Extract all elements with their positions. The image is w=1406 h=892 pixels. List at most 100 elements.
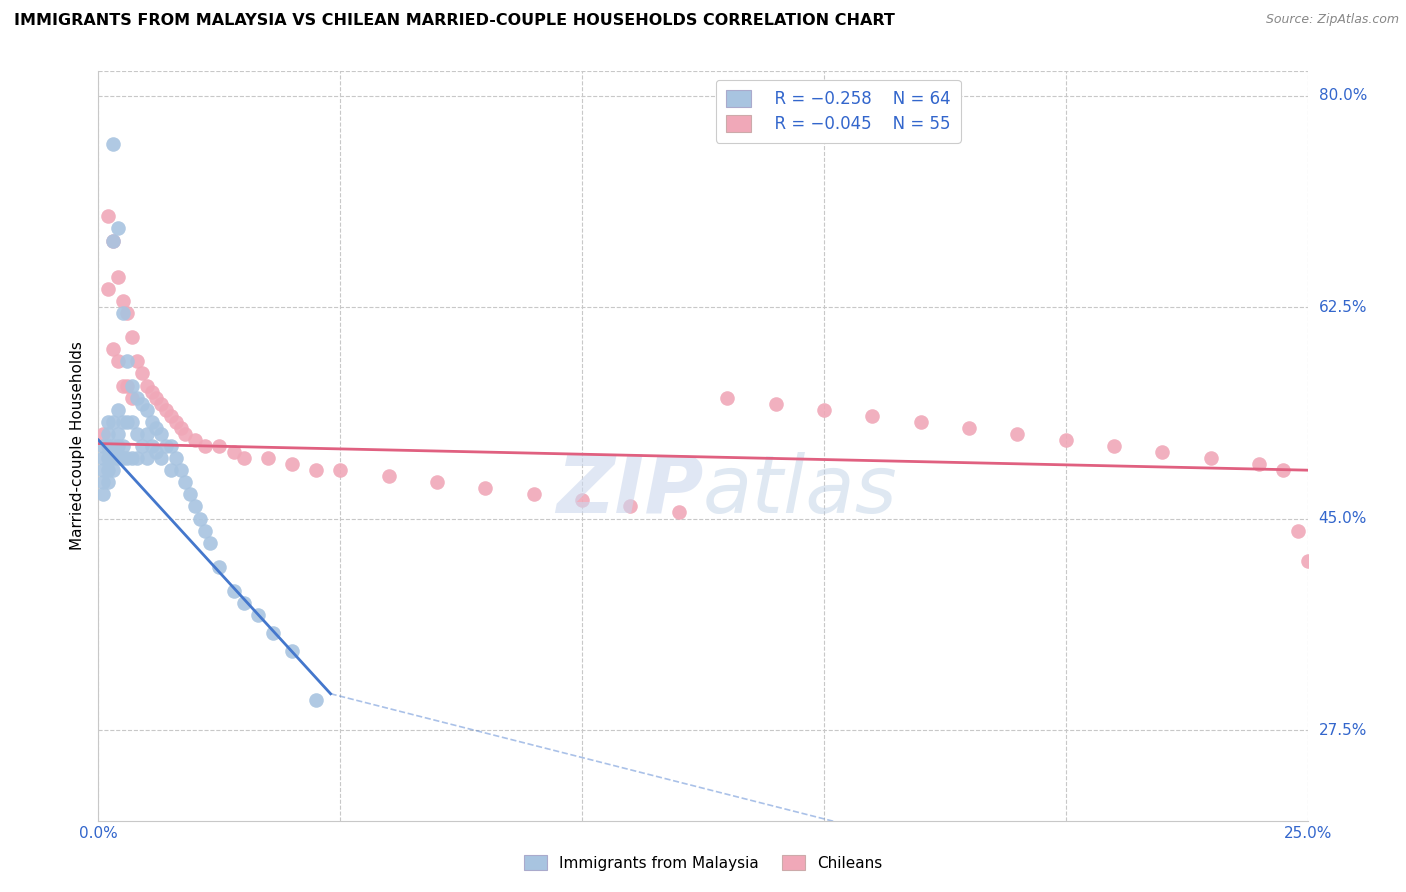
Point (184, 500, 207, 514)
Point (107, 439, 129, 453)
Point (97, 439, 120, 453)
Point (107, 426, 129, 441)
Point (160, 409, 183, 423)
Text: atlas: atlas (703, 452, 898, 530)
Point (121, 378, 143, 392)
Point (97, 282, 120, 296)
Point (97, 451, 120, 466)
Point (765, 397, 787, 411)
Point (127, 391, 149, 405)
Point (184, 433, 207, 447)
Point (127, 354, 149, 368)
Point (150, 451, 173, 466)
Point (1152, 445, 1174, 459)
Point (131, 439, 153, 453)
Point (1054, 433, 1077, 447)
Y-axis label: Married-couple Households: Married-couple Households (70, 342, 86, 550)
Point (169, 421, 191, 435)
Point (1007, 426, 1029, 441)
Point (101, 439, 124, 453)
Point (1286, 524, 1309, 538)
Point (474, 481, 496, 495)
Point (111, 293, 134, 308)
Point (377, 469, 399, 483)
Point (127, 451, 149, 466)
Point (1102, 439, 1125, 453)
Point (117, 306, 139, 320)
Point (281, 457, 304, 471)
Point (813, 402, 835, 417)
Point (208, 559, 231, 574)
Legend:   R = −0.258    N = 64,   R = −0.045    N = 55: R = −0.258 N = 64, R = −0.045 N = 55 (716, 79, 960, 143)
Point (97, 415, 120, 429)
Point (208, 439, 231, 453)
Point (101, 343, 124, 357)
Point (111, 306, 134, 320)
Point (107, 354, 129, 368)
Point (716, 391, 738, 405)
Point (150, 426, 173, 441)
Point (101, 136, 124, 151)
Point (91, 426, 114, 441)
Point (97, 210, 120, 224)
Point (305, 693, 328, 707)
Text: Source: ZipAtlas.com: Source: ZipAtlas.com (1265, 13, 1399, 27)
Point (91, 475, 114, 490)
Point (145, 421, 167, 435)
Point (150, 397, 173, 411)
Point (305, 463, 328, 477)
Point (232, 451, 254, 466)
Point (111, 378, 134, 392)
Point (91, 451, 114, 466)
Point (247, 608, 270, 623)
Point (141, 415, 163, 429)
Point (426, 475, 449, 490)
Point (101, 451, 124, 466)
Point (121, 415, 143, 429)
Point (91, 487, 114, 501)
Point (860, 409, 883, 423)
Point (188, 511, 211, 525)
Point (222, 584, 245, 599)
Point (101, 415, 124, 429)
Text: ZIP: ZIP (555, 452, 703, 530)
Point (174, 475, 197, 490)
Point (1272, 463, 1295, 477)
Point (127, 426, 149, 441)
Point (1296, 554, 1319, 568)
Point (135, 426, 157, 441)
Point (169, 463, 191, 477)
Point (1199, 451, 1222, 466)
Point (135, 451, 157, 466)
Point (101, 234, 124, 248)
Point (107, 402, 129, 417)
Point (117, 354, 139, 368)
Point (174, 426, 197, 441)
Point (121, 451, 143, 466)
Point (222, 445, 245, 459)
Point (165, 415, 187, 429)
Point (232, 596, 254, 610)
Point (668, 506, 690, 520)
Point (117, 451, 139, 466)
Point (101, 463, 124, 477)
Point (111, 415, 134, 429)
Point (97, 475, 120, 490)
Point (329, 463, 352, 477)
Point (160, 439, 183, 453)
Point (111, 451, 134, 466)
Point (957, 421, 980, 435)
Point (145, 391, 167, 405)
Point (179, 487, 201, 501)
Point (107, 221, 129, 235)
Point (281, 644, 304, 658)
Point (117, 378, 139, 392)
Text: 80.0%: 80.0% (1319, 88, 1367, 103)
Point (194, 524, 217, 538)
Text: 62.5%: 62.5% (1319, 300, 1367, 315)
Point (131, 367, 153, 381)
Point (135, 378, 157, 392)
Point (194, 439, 217, 453)
Point (121, 330, 143, 344)
Point (155, 439, 177, 453)
